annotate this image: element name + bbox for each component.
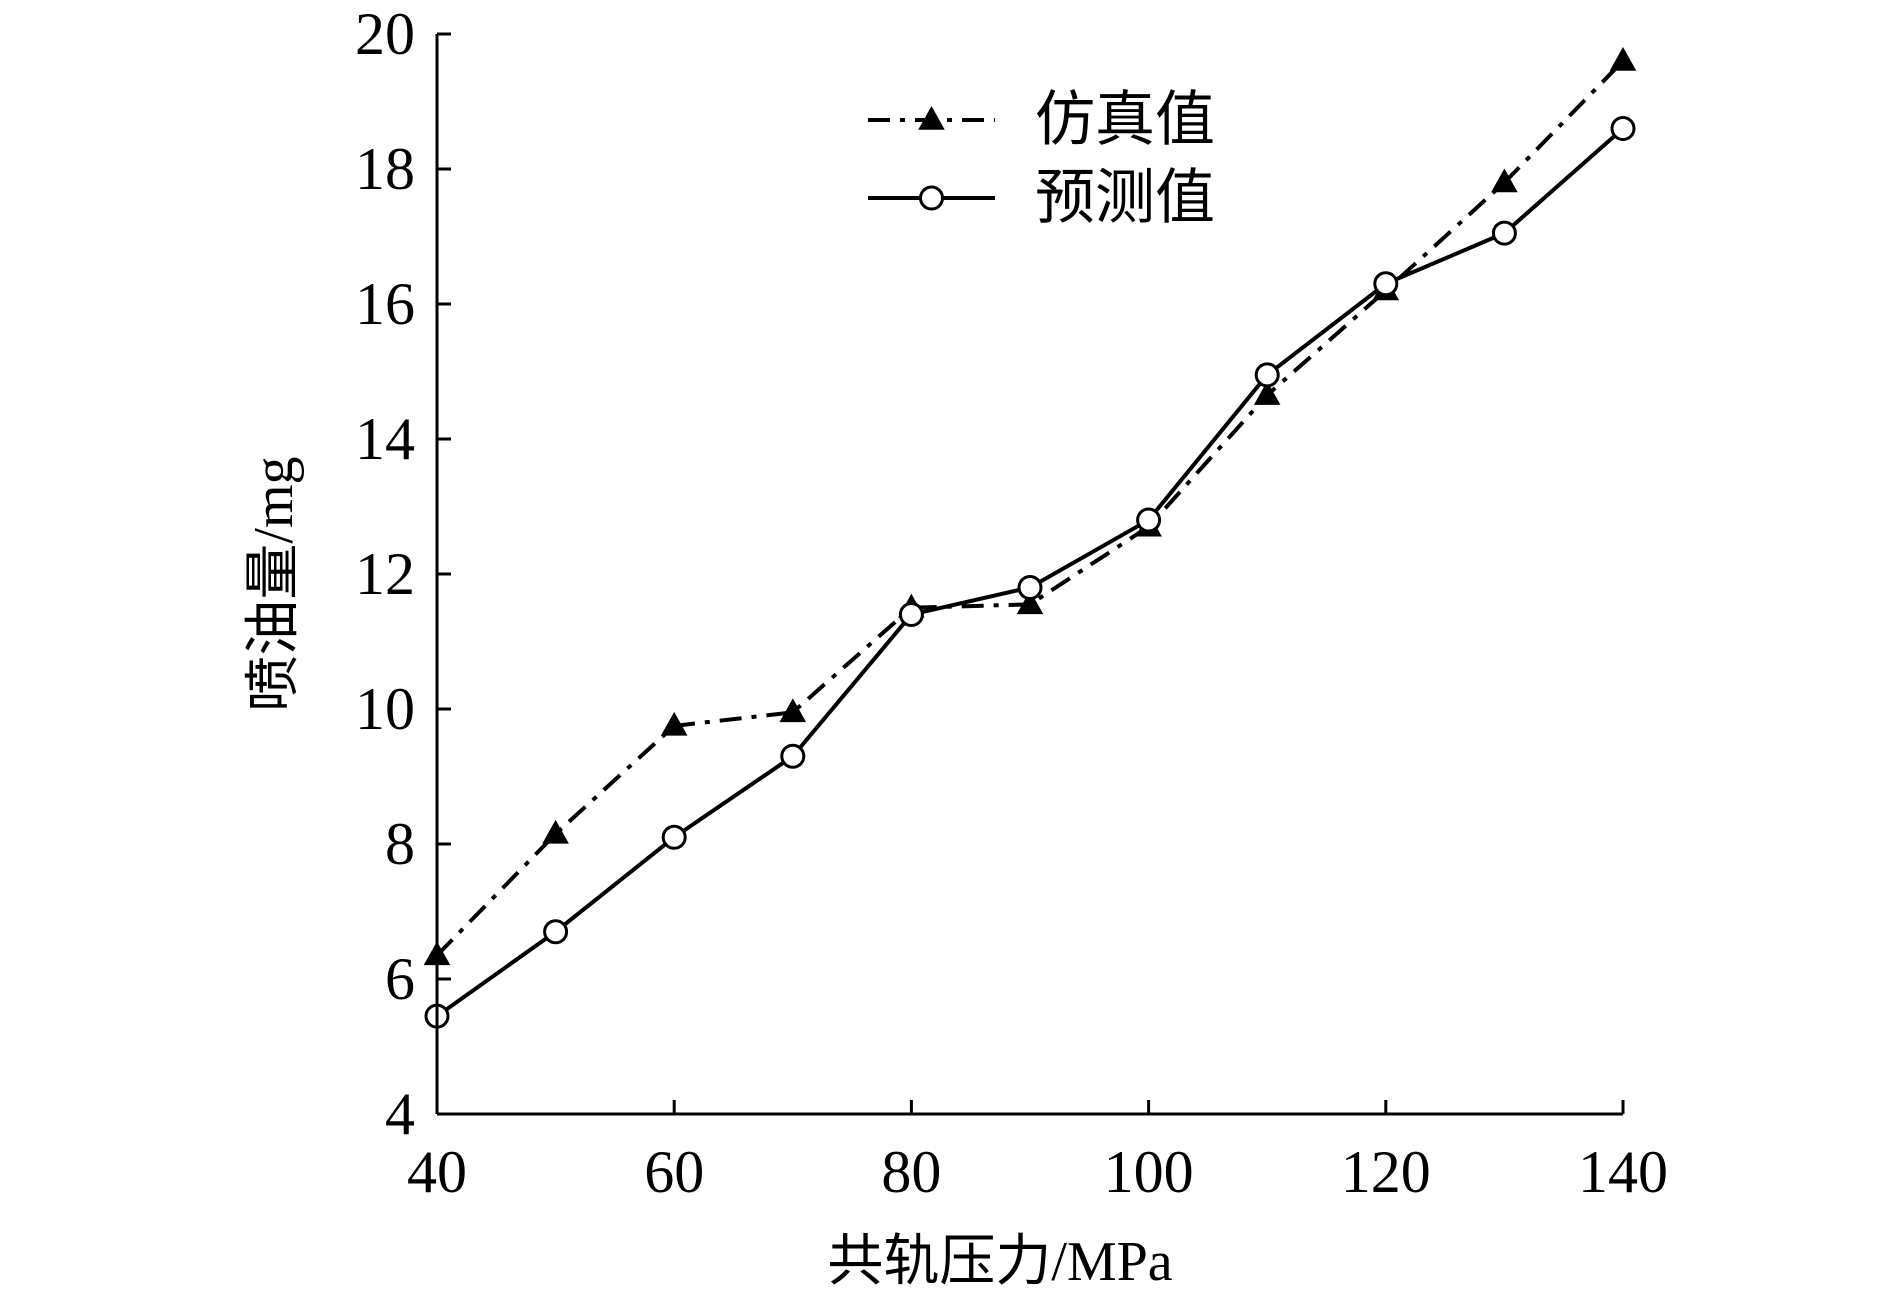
y-tick-label: 14 [355, 406, 415, 472]
y-tick-label: 18 [355, 136, 415, 202]
y-tick-label: 20 [355, 1, 415, 67]
series-line-1 [435, 59, 1625, 957]
series-2-point [1610, 116, 1636, 141]
y-tick-label: 6 [385, 946, 415, 1012]
y-tick-label: 16 [355, 271, 415, 337]
plot-series-group [423, 47, 1637, 1029]
x-axis-title: 共轨压力/MPa [827, 1231, 1172, 1293]
series-2-point [1017, 575, 1043, 600]
series-1-point [1491, 168, 1518, 193]
series-line-2 [435, 127, 1625, 1018]
series-1-point [1016, 590, 1044, 615]
legend-marker-1 [918, 106, 945, 130]
series-2-point [661, 824, 687, 850]
series-1-point [660, 711, 688, 736]
legend-marker-2 [919, 185, 944, 211]
y-tick-label: 12 [355, 541, 415, 607]
x-tick-label: 40 [407, 1139, 467, 1205]
series-1-point [542, 819, 569, 844]
series-2-point [780, 743, 806, 769]
x-tick-label: 140 [1578, 1139, 1668, 1205]
y-axis-title: 喷油量/mg [243, 456, 305, 711]
x-tick-label: 80 [881, 1139, 941, 1205]
x-tick-label: 120 [1341, 1139, 1431, 1205]
legend-label-2: 预测值 [1035, 165, 1215, 231]
series-2-point [1373, 271, 1399, 297]
y-tick-label: 4 [385, 1081, 415, 1147]
series-1-point [1609, 47, 1637, 71]
series-1-point [779, 698, 807, 723]
x-tick-label: 60 [644, 1139, 704, 1205]
series-2-point [543, 919, 569, 945]
series-2-point [1136, 507, 1162, 533]
x-tick-label: 100 [1104, 1139, 1194, 1205]
series-1-point [1253, 381, 1281, 405]
axes-group [435, 34, 1623, 1116]
series-2-point [1254, 362, 1280, 388]
legend-label-1: 仿真值 [1035, 87, 1215, 153]
series-2-point [898, 602, 924, 627]
series-2-point [1491, 220, 1517, 246]
y-tick-label: 10 [355, 676, 415, 742]
y-tick-label: 8 [385, 811, 415, 877]
ticks-group: 40 60 80 100 120 140 4 6 8 10 12 14 16 18 20 [355, 1, 1668, 1205]
